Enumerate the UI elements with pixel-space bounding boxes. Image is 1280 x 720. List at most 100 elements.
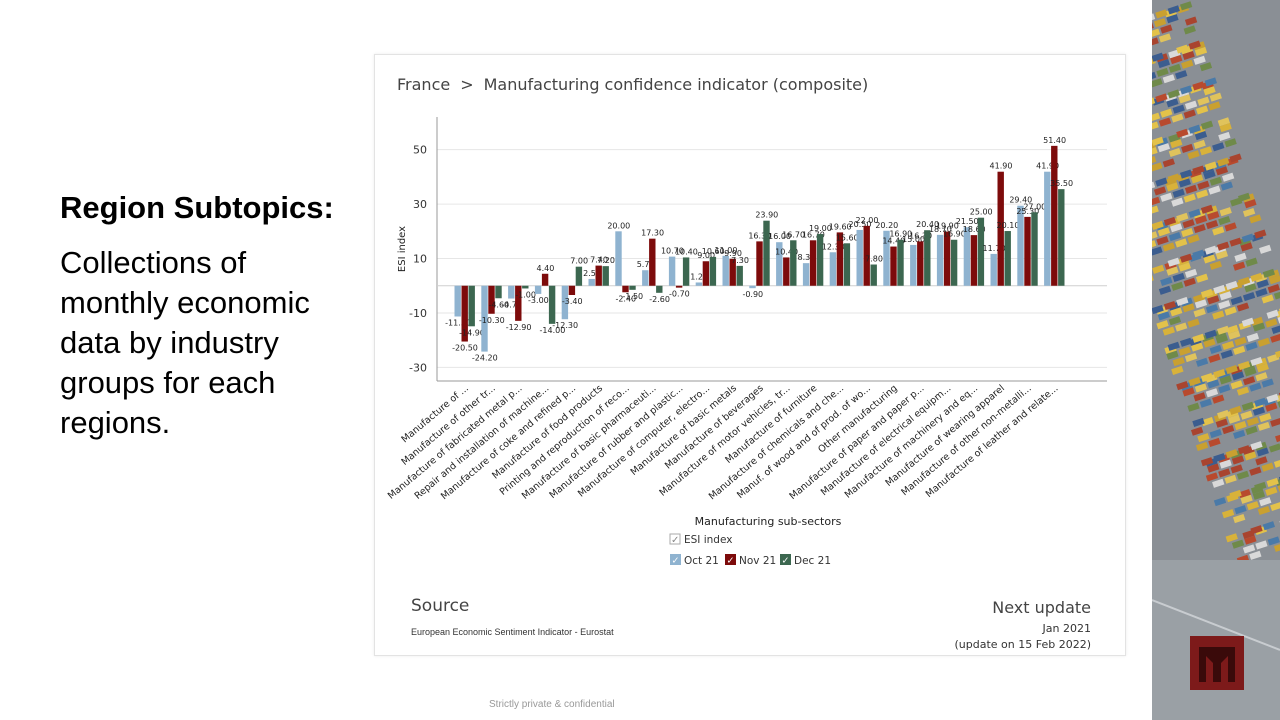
shipping-container [1219, 291, 1232, 301]
shipping-container [1197, 180, 1210, 190]
shipping-container [1209, 429, 1222, 439]
shipping-container [1254, 397, 1267, 407]
slide-title: Region Subtopics: [60, 190, 334, 225]
shipping-container [1152, 220, 1164, 230]
data-label: 18.70 [929, 225, 952, 234]
shipping-container [1250, 525, 1263, 535]
shipping-container [1246, 332, 1260, 342]
shipping-container [1275, 392, 1280, 402]
shipping-container [1234, 252, 1247, 262]
shipping-container [1207, 211, 1220, 221]
shipping-container [1199, 62, 1213, 72]
shipping-container [1242, 207, 1256, 218]
bar [963, 227, 971, 286]
data-label: 20.50 [849, 220, 872, 229]
data-label: -14.90 [459, 328, 485, 337]
shipping-container [1267, 284, 1280, 294]
data-label: -4.60 [488, 300, 509, 309]
shipping-container [1242, 544, 1256, 554]
shipping-container [1266, 393, 1279, 403]
shipping-container [1162, 242, 1175, 252]
shipping-container [1167, 89, 1180, 99]
shipping-container [1195, 105, 1209, 115]
shipping-container [1157, 58, 1171, 69]
bar [561, 285, 569, 320]
shipping-container [1245, 257, 1258, 267]
shipping-container [1157, 143, 1171, 153]
shipping-container [1178, 94, 1191, 104]
legend-item: Oct 21 [684, 555, 719, 567]
shipping-container [1244, 283, 1257, 293]
shipping-container [1261, 462, 1274, 472]
source-text: European Economic Sentiment Indicator - … [411, 627, 614, 637]
bar [615, 231, 622, 286]
bar [595, 265, 602, 286]
shipping-container [1152, 162, 1163, 172]
shipping-container [1183, 109, 1196, 119]
shipping-container [1167, 5, 1180, 15]
shipping-container [1262, 268, 1276, 278]
data-label: -1.50 [622, 292, 643, 301]
shipping-container [1207, 379, 1220, 389]
shipping-container [1194, 46, 1208, 57]
shipping-container [1152, 121, 1159, 131]
shipping-container [1178, 178, 1191, 188]
shipping-container [1213, 497, 1227, 507]
shipping-container [1261, 294, 1274, 304]
shipping-container [1241, 401, 1255, 411]
shipping-container [1268, 443, 1280, 453]
bar [1004, 231, 1011, 286]
shipping-container [1221, 340, 1235, 351]
shipping-container [1218, 384, 1231, 394]
shipping-container [1207, 295, 1220, 305]
shipping-container [1224, 222, 1237, 232]
bar [481, 285, 488, 352]
data-label: 10.40 [675, 247, 698, 256]
data-label: 15.00 [902, 235, 925, 244]
breadcrumb-region[interactable]: France [397, 75, 451, 94]
shipping-container [1172, 188, 1185, 198]
legend-swatch [780, 554, 791, 565]
shipping-container [1241, 317, 1255, 327]
shipping-container [1230, 296, 1243, 306]
data-label: 19.90 [936, 222, 959, 231]
shipping-container [1155, 93, 1168, 103]
shipping-container [1195, 357, 1209, 367]
bar [776, 242, 783, 286]
shipping-container [1200, 457, 1214, 467]
bar [790, 240, 797, 286]
shipping-container [1195, 441, 1209, 452]
shipping-container [1200, 204, 1214, 214]
shipping-container [1160, 276, 1173, 286]
shipping-container [1152, 28, 1161, 38]
shipping-container [1228, 330, 1241, 340]
bar [917, 241, 924, 286]
shipping-container [1197, 96, 1210, 106]
shipping-container [1162, 158, 1175, 168]
data-label: -0.90 [742, 290, 763, 299]
bar [508, 285, 515, 299]
y-axis-label: ESI index [397, 226, 408, 272]
bar [897, 239, 904, 286]
breadcrumb: France > Manufacturing confidence indicato… [397, 75, 868, 94]
shipping-container [1273, 542, 1280, 552]
shipping-container [1256, 447, 1269, 457]
shipping-container [1184, 268, 1198, 278]
shipping-container [1275, 308, 1280, 318]
bar [997, 171, 1004, 286]
shipping-container [1215, 250, 1229, 260]
data-label: -12.30 [552, 321, 578, 330]
shipping-container [1158, 117, 1172, 127]
data-label: 20.40 [916, 220, 939, 229]
shipping-container [1219, 123, 1232, 133]
shipping-container [1181, 228, 1194, 238]
shipping-container [1267, 536, 1280, 546]
logo-mark [1199, 647, 1235, 682]
shipping-container [1265, 318, 1278, 328]
data-label: 8.30 [797, 253, 815, 262]
data-label: 23.90 [755, 211, 778, 220]
shipping-container [1192, 81, 1205, 91]
shipping-container [1217, 117, 1230, 127]
bar [722, 255, 729, 286]
shipping-container [1204, 329, 1217, 339]
